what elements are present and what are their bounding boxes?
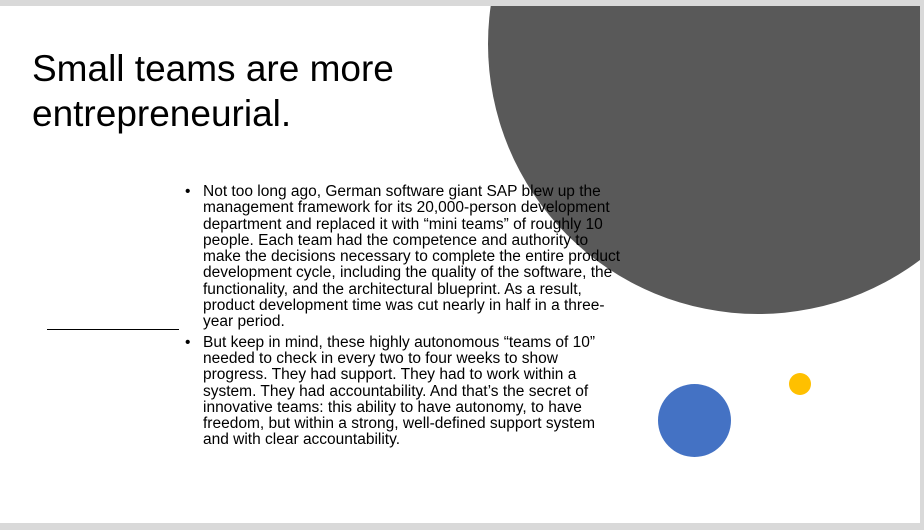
decorative-yellow-circle xyxy=(789,373,811,395)
decorative-blue-circle xyxy=(658,384,731,457)
slide-canvas: Small teams are more entrepreneurial. • … xyxy=(0,6,920,523)
bullet-marker: • xyxy=(185,333,191,351)
bullet-list[interactable]: • Not too long ago, German software gian… xyxy=(185,183,625,453)
bullet-item[interactable]: • Not too long ago, German software gian… xyxy=(185,183,625,331)
slide-title[interactable]: Small teams are more entrepreneurial. xyxy=(32,48,394,134)
bullet-text: Not too long ago, German software giant … xyxy=(203,183,621,331)
bullet-text: But keep in mind, these highly autonomou… xyxy=(203,333,596,449)
accent-divider-line xyxy=(47,329,179,330)
bullet-item[interactable]: • But keep in mind, these highly autonom… xyxy=(185,333,625,449)
bullet-marker: • xyxy=(185,183,191,200)
